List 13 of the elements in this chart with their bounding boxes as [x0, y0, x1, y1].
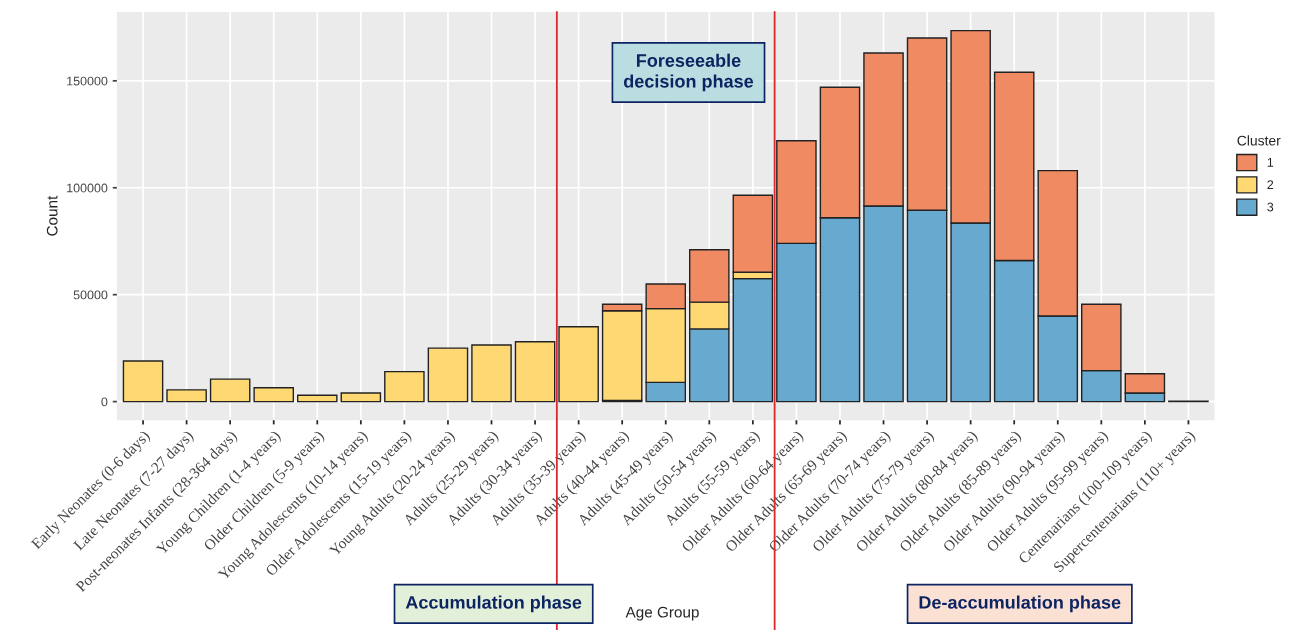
legend-label: 2	[1267, 180, 1274, 189]
legend-label: 1	[1267, 158, 1274, 167]
legend-label: 3	[1267, 202, 1274, 212]
y-tick-label: 50000	[73, 290, 108, 300]
y-tick-label: 100000	[67, 183, 108, 193]
text: De-accumulation phase	[919, 595, 1121, 613]
text: Accumulation phase	[405, 595, 582, 613]
y-tick-label: 0	[101, 397, 108, 407]
legend-title: Cluster	[1237, 135, 1281, 146]
annotation: Foreseeable decision phase	[624, 53, 754, 92]
y-axis-title: Count	[46, 195, 58, 236]
x-axis-title: Age Group	[625, 606, 699, 621]
y-tick-label: 150000	[67, 76, 108, 86]
